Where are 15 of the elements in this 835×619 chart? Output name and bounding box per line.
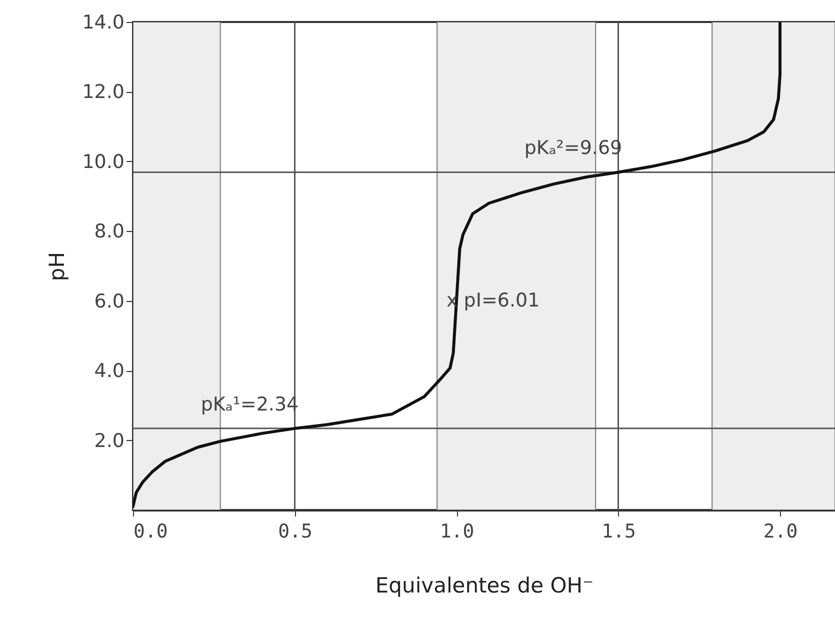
y-tick-label: 12.0 <box>82 81 124 104</box>
x-tick-label: 0.0 <box>134 520 168 542</box>
y-tick-label: 8.0 <box>94 220 124 243</box>
line-series <box>133 22 782 508</box>
x-tick-label: 0.5 <box>278 520 312 542</box>
y-tick-label: 4.0 <box>94 360 124 382</box>
y-tick-label: 14.0 <box>82 12 124 34</box>
x-tick-label: 1.0 <box>440 520 474 542</box>
y-tick-label: 10.0 <box>82 150 124 173</box>
x-tick-label: 2.0 <box>763 520 798 542</box>
x-axis-title: Equivalentes de OH⁻ <box>375 574 594 598</box>
y-tick-label: 2.0 <box>94 430 124 452</box>
y-tick-label: 6.0 <box>94 290 124 312</box>
y-axis-title: pH <box>45 252 70 282</box>
x-tick-label: 1.5 <box>602 520 636 542</box>
